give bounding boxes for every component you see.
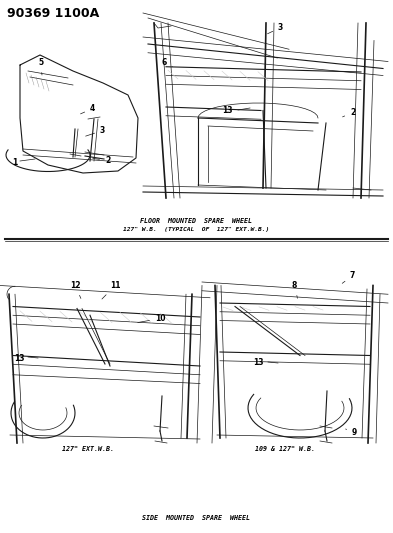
Text: 10: 10 [138,314,165,323]
Text: SIDE  MOUNTED  SPARE  WHEEL: SIDE MOUNTED SPARE WHEEL [142,515,250,521]
Text: 4: 4 [81,104,95,114]
Text: 2: 2 [93,156,110,165]
Text: 127" EXT.W.B.: 127" EXT.W.B. [62,446,114,452]
Text: 13: 13 [14,354,24,363]
Text: 3: 3 [268,23,283,34]
Text: 3: 3 [86,126,105,136]
Text: 8: 8 [292,281,298,298]
Text: 5: 5 [38,58,43,75]
Text: 6: 6 [162,58,173,67]
Text: 13: 13 [253,358,263,367]
Text: 7: 7 [342,271,355,284]
Text: 109 & 127" W.B.: 109 & 127" W.B. [255,446,315,452]
Text: FLOOR  MOUNTED  SPARE  WHEEL: FLOOR MOUNTED SPARE WHEEL [140,218,252,224]
Text: 9: 9 [345,428,357,437]
Text: 13: 13 [222,106,233,115]
Text: 90369 1100A: 90369 1100A [7,7,99,20]
Text: 1: 1 [12,158,17,167]
Text: 2: 2 [343,108,355,117]
Text: 11: 11 [102,281,121,299]
Text: 12: 12 [70,281,81,298]
Text: 127" W.B.  (TYPICAL  OF  127" EXT.W.B.): 127" W.B. (TYPICAL OF 127" EXT.W.B.) [123,227,269,232]
